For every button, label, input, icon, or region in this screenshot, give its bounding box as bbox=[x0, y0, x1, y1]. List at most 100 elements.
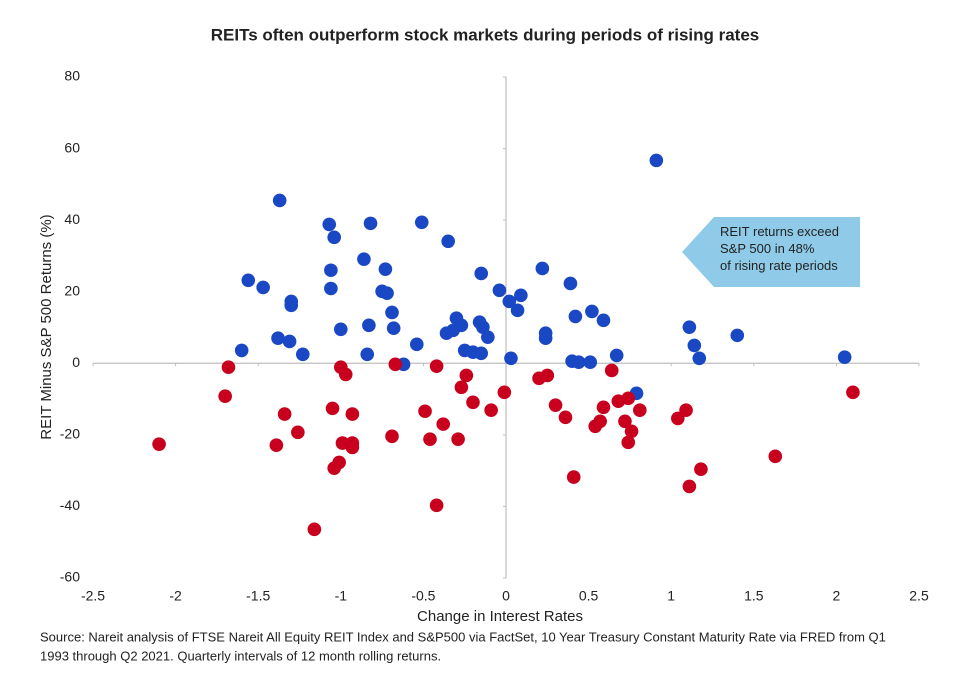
scatter-point bbox=[633, 403, 647, 417]
scatter-point bbox=[476, 320, 490, 334]
scatter-point bbox=[548, 398, 563, 412]
scatter-point bbox=[497, 385, 512, 400]
y-axis-title: REIT Minus S&P 500 Returns (%) bbox=[38, 214, 55, 439]
scatter-point bbox=[439, 326, 454, 341]
scatter-point bbox=[474, 346, 489, 361]
scatter-point bbox=[234, 343, 249, 358]
x-axis-title: Change in Interest Rates bbox=[417, 608, 583, 625]
scatter-point bbox=[502, 294, 517, 309]
scatter-point bbox=[282, 334, 297, 349]
scatter-point bbox=[363, 216, 378, 231]
scatter-point bbox=[256, 280, 270, 295]
scatter-point bbox=[441, 234, 455, 249]
scatter-point bbox=[649, 153, 664, 168]
scatter-point bbox=[563, 276, 578, 291]
scatter-point bbox=[694, 462, 708, 477]
scatter-point bbox=[338, 367, 353, 382]
scatter-point bbox=[152, 437, 166, 451]
scatter-point bbox=[436, 417, 451, 431]
scatter-point bbox=[535, 261, 550, 276]
scatter-point bbox=[272, 193, 287, 208]
scatter-point bbox=[221, 360, 236, 375]
annotation: REIT returns exceed S&P 500 in 48% of risi… bbox=[682, 217, 860, 287]
scatter-point bbox=[277, 407, 292, 421]
scatter-point bbox=[510, 303, 525, 318]
scatter-point bbox=[296, 347, 310, 362]
scatter-point bbox=[345, 440, 360, 455]
scatter-point bbox=[409, 337, 424, 352]
scatter-point bbox=[307, 522, 322, 537]
scatter-point bbox=[682, 320, 697, 334]
scatter-point bbox=[618, 414, 632, 429]
scatter-point bbox=[585, 304, 599, 319]
scatter-point bbox=[360, 347, 375, 362]
scatter-point bbox=[451, 432, 465, 446]
scatter-point bbox=[492, 283, 507, 298]
y-tick-label: 80 bbox=[64, 68, 80, 84]
scatter-point bbox=[388, 357, 403, 372]
scatter-point bbox=[624, 424, 639, 439]
scatter-point bbox=[846, 385, 860, 400]
scatter-point bbox=[386, 321, 401, 336]
scatter-point bbox=[284, 298, 299, 313]
y-tick-label: -60 bbox=[60, 569, 80, 585]
y-tick-label: 40 bbox=[64, 211, 80, 227]
x-tick-label: 2 bbox=[833, 588, 841, 604]
scatter-point bbox=[687, 338, 702, 353]
x-tick-label: 0 bbox=[502, 588, 510, 604]
scatter-point bbox=[730, 328, 745, 343]
x-tick-label: 0.5 bbox=[579, 588, 599, 604]
scatter-point bbox=[609, 348, 624, 363]
x-tick-label: 2.5 bbox=[909, 588, 929, 604]
x-tick-label: -2.5 bbox=[81, 588, 105, 604]
scatter-point bbox=[768, 449, 783, 464]
y-tick-label: 20 bbox=[64, 282, 80, 298]
scatter-point bbox=[423, 432, 437, 446]
scatter-point bbox=[593, 414, 607, 429]
scatter-point bbox=[378, 262, 393, 276]
x-tick-label: -2 bbox=[169, 588, 182, 604]
scatter-point bbox=[474, 266, 489, 281]
scatter-point bbox=[671, 411, 685, 426]
x-tick-label: 1 bbox=[667, 588, 675, 604]
x-tick-label: -1 bbox=[335, 588, 348, 604]
scatter-point bbox=[334, 322, 348, 337]
scatter-point bbox=[454, 380, 469, 395]
scatter-point bbox=[682, 479, 697, 494]
scatter-point bbox=[291, 425, 305, 440]
scatter-point bbox=[357, 252, 371, 266]
scatter-point bbox=[466, 395, 480, 410]
scatter-point bbox=[566, 470, 581, 484]
scatter-point bbox=[504, 351, 518, 366]
scatter-point bbox=[271, 331, 285, 346]
scatter-point bbox=[218, 389, 232, 404]
scatter-point bbox=[692, 351, 707, 366]
y-tick-label: -20 bbox=[60, 426, 80, 442]
annotation-text: REIT returns exceed S&P 500 in 48% of risi… bbox=[720, 224, 839, 273]
scatter-point bbox=[538, 331, 553, 346]
scatter-point bbox=[596, 400, 611, 415]
scatter-point bbox=[385, 305, 399, 320]
scatter-point bbox=[380, 286, 394, 300]
scatter-point bbox=[429, 359, 444, 373]
x-tick-label: -0.5 bbox=[411, 588, 435, 604]
source-note: 1993 through Q2 2021. Quarterly interval… bbox=[40, 648, 441, 663]
scatter-point bbox=[571, 355, 586, 370]
scatter-point bbox=[362, 318, 376, 333]
scatter-point bbox=[414, 215, 429, 230]
scatter-point bbox=[481, 330, 495, 344]
scatter-point bbox=[385, 429, 399, 444]
scatter-point bbox=[837, 350, 852, 365]
scatter-point bbox=[269, 438, 284, 453]
scatter-point bbox=[345, 407, 360, 421]
scatter-point bbox=[514, 288, 528, 303]
scatter-point bbox=[540, 368, 555, 383]
scatter-point bbox=[568, 309, 583, 324]
chart-title: REITs often outperform stock markets dur… bbox=[211, 25, 760, 44]
scatter-point bbox=[324, 263, 338, 278]
y-tick-label: 60 bbox=[64, 139, 80, 155]
scatter-point bbox=[583, 355, 598, 370]
scatter-point bbox=[327, 230, 341, 245]
scatter-point bbox=[621, 391, 636, 406]
